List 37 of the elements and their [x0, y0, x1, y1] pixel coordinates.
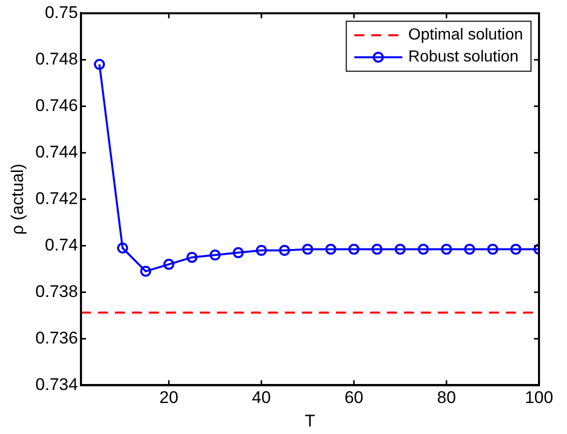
y-tick-label: 0.744	[35, 142, 78, 162]
point	[372, 244, 383, 255]
point	[279, 244, 290, 256]
point	[348, 244, 360, 255]
point	[163, 258, 174, 270]
y-tick-label: 0.734	[35, 374, 78, 394]
point	[302, 244, 314, 255]
y-tick-label: 0.738	[35, 282, 78, 301]
x-tick-label: 100	[524, 388, 554, 408]
legend-label: Robust solution	[408, 48, 519, 66]
point	[140, 266, 152, 277]
point	[256, 244, 267, 256]
point	[418, 244, 429, 255]
point	[440, 244, 452, 255]
y-tick-label: 0.736	[35, 328, 78, 348]
point	[487, 244, 498, 255]
point	[510, 244, 522, 255]
point	[232, 247, 244, 258]
x-tick-label: 40	[252, 388, 271, 408]
point	[394, 244, 406, 255]
y-tick-label: 0.746	[35, 96, 78, 115]
point	[210, 250, 221, 260]
y-tick-label: 0.74	[44, 235, 78, 254]
x-tick-label: 20	[159, 388, 178, 408]
point	[464, 244, 476, 255]
point	[186, 252, 198, 263]
x-tick-label: 60	[344, 388, 364, 408]
y-axis-title: ρ (actual)	[8, 164, 27, 235]
point	[325, 244, 336, 255]
y-tick-label: 0.748	[35, 49, 78, 68]
point	[117, 242, 128, 254]
legend-label: Optimal solution	[408, 26, 523, 44]
point	[94, 58, 105, 70]
y-tick-label: 0.742	[35, 188, 78, 208]
x-tick-label: 80	[437, 388, 456, 408]
x-axis-title: T	[304, 411, 316, 430]
y-tick-label: 0.75	[44, 2, 78, 22]
